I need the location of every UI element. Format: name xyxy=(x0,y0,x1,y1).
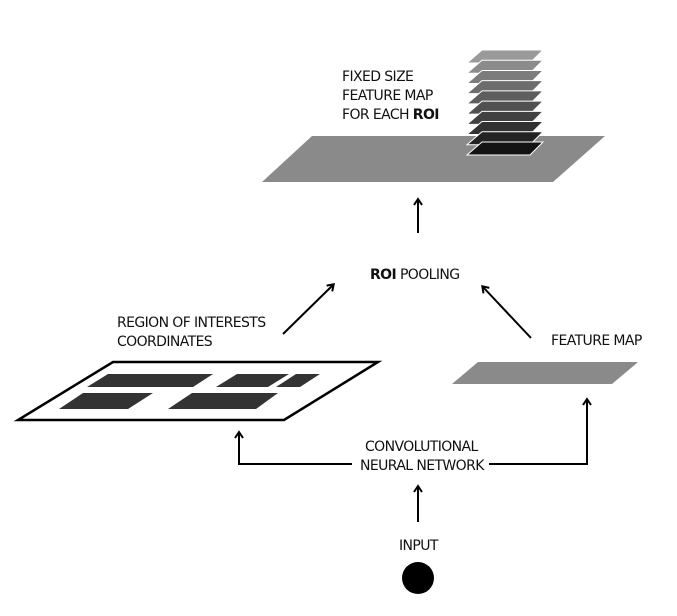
input-label: INPUT xyxy=(399,538,439,554)
region-plane xyxy=(13,360,383,422)
roi-feature-map-stack xyxy=(465,49,545,156)
region-box-1 xyxy=(87,374,213,387)
cnn-label: CONVOLUTIONAL NEURAL NETWORK xyxy=(360,439,485,474)
arrow-cnn-to-regions xyxy=(234,430,352,465)
fixed-size-line-2: FEATURE MAP xyxy=(342,88,433,104)
cnn-line-2: NEURAL NETWORK xyxy=(360,458,485,474)
fixed-size-line-3-bold: ROI xyxy=(413,107,439,123)
roi-pooling-text: POOLING xyxy=(396,267,459,283)
fixed-size-label: FIXED SIZE FEATURE MAP FOR EACH ROI xyxy=(342,69,439,123)
cnn-line-1: CONVOLUTIONAL xyxy=(365,439,479,455)
region-of-interests-label: REGION OF INTERESTS COORDINATES xyxy=(117,315,269,350)
fixed-size-line-1: FIXED SIZE xyxy=(342,69,413,85)
region-box-5 xyxy=(168,393,278,409)
output-feature-plane xyxy=(262,136,605,182)
region-line-2: COORDINATES xyxy=(117,334,213,350)
arrow-feature-map-to-pooling xyxy=(481,284,532,339)
input-node xyxy=(402,562,434,594)
stack-layer xyxy=(465,141,545,156)
region-box-3 xyxy=(276,374,320,387)
roi-pooling-bold: ROI xyxy=(370,267,396,283)
region-box-4 xyxy=(59,393,153,409)
region-box-2 xyxy=(216,374,289,387)
roi-pooling-label: ROI POOLING xyxy=(370,267,459,283)
arrow-regions-to-pooling xyxy=(282,283,336,335)
feature-map-label: FEATURE MAP xyxy=(551,333,642,349)
arrow-cnn-to-feature-map xyxy=(489,397,592,465)
feature-map-plane xyxy=(452,362,638,384)
region-line-1: REGION OF INTERESTS xyxy=(117,315,266,331)
fixed-size-line-3-prefix: FOR EACH xyxy=(342,107,413,123)
